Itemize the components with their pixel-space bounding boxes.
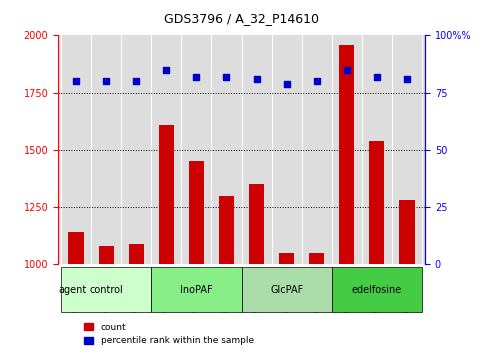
Point xyxy=(403,76,411,82)
Point xyxy=(253,76,260,82)
Bar xyxy=(99,246,114,264)
Legend: count, percentile rank within the sample: count, percentile rank within the sample xyxy=(81,319,257,349)
Point xyxy=(223,74,230,79)
Text: GlcPAF: GlcPAF xyxy=(270,285,303,295)
Text: control: control xyxy=(89,285,123,295)
Text: InoPAF: InoPAF xyxy=(180,285,213,295)
Bar xyxy=(189,161,204,264)
Point xyxy=(313,78,321,84)
FancyBboxPatch shape xyxy=(151,267,242,312)
Point xyxy=(162,67,170,73)
Bar xyxy=(159,125,174,264)
Text: agent: agent xyxy=(58,285,86,295)
FancyBboxPatch shape xyxy=(61,267,151,312)
Bar xyxy=(69,232,84,264)
Text: GDS3796 / A_32_P14610: GDS3796 / A_32_P14610 xyxy=(164,12,319,25)
Point xyxy=(102,78,110,84)
Point xyxy=(72,78,80,84)
Point xyxy=(132,78,140,84)
Text: edelfosine: edelfosine xyxy=(352,285,402,295)
Bar xyxy=(219,196,234,264)
Point xyxy=(373,74,381,79)
Bar xyxy=(399,200,414,264)
Bar xyxy=(128,244,144,264)
FancyBboxPatch shape xyxy=(242,267,332,312)
Bar xyxy=(369,141,384,264)
Point xyxy=(283,81,290,86)
Bar xyxy=(309,253,324,264)
Bar xyxy=(339,45,355,264)
Point xyxy=(343,67,351,73)
Point xyxy=(193,74,200,79)
FancyBboxPatch shape xyxy=(332,267,422,312)
Bar xyxy=(249,184,264,264)
Bar xyxy=(279,253,294,264)
